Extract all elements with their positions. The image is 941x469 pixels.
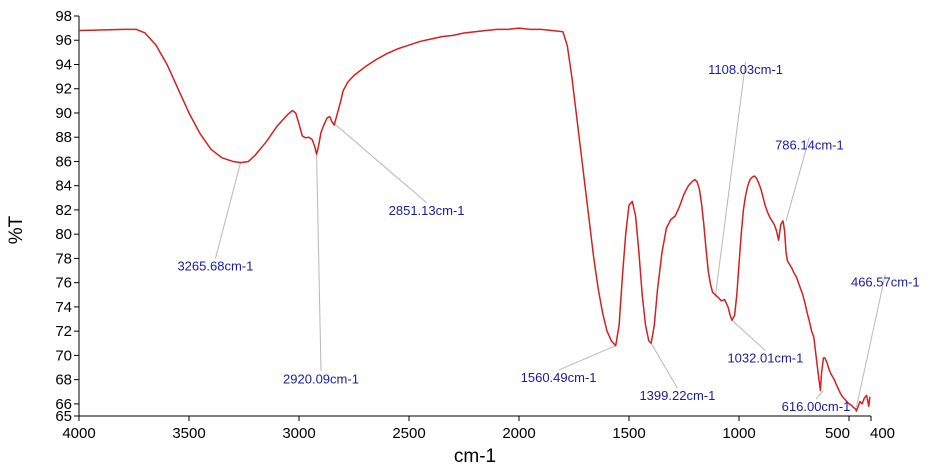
y-tick-label: 88 <box>55 129 72 146</box>
y-tick-label: 74 <box>55 299 72 316</box>
peak-label: 786.14cm-1 <box>775 137 844 152</box>
y-tick-label: 84 <box>55 178 72 195</box>
y-tick-label: 70 <box>55 347 72 364</box>
peak-label: 3265.68cm-1 <box>177 259 253 274</box>
y-tick-label: 92 <box>55 81 72 98</box>
peak-label: 2920.09cm-1 <box>283 371 359 386</box>
x-tick-label: 400 <box>870 425 895 442</box>
annotation-leader <box>214 162 242 259</box>
x-tick-label: 1000 <box>722 425 755 442</box>
x-tick-label: 3500 <box>172 425 205 442</box>
annotation-leader <box>331 121 427 204</box>
y-tick-label: 96 <box>55 32 72 49</box>
annotation-leader <box>558 345 616 371</box>
annotation-leader <box>316 154 322 372</box>
y-tick-label: 78 <box>55 250 72 267</box>
y-tick-label: 82 <box>55 202 72 219</box>
peak-label: 1032.01cm-1 <box>727 351 803 366</box>
peak-label: 2851.13cm-1 <box>389 203 465 218</box>
peak-label: 1399.22cm-1 <box>639 388 715 403</box>
y-tick-label: 76 <box>55 275 72 292</box>
y-tick-label: 90 <box>55 105 72 122</box>
y-tick-label: 94 <box>55 56 72 73</box>
x-axis-title: cm-1 <box>454 446 496 467</box>
peak-annotations: 3265.68cm-1 2920.09cm-1 2851.13cm-1 1560.49… <box>177 62 919 414</box>
y-tick-label: 72 <box>55 323 72 340</box>
y-tick-label: 66 <box>55 396 72 413</box>
annotation-leader <box>650 343 678 389</box>
annotation-leader <box>815 390 824 400</box>
y-tick-label: 68 <box>55 372 72 389</box>
peak-label: 466.57cm-1 <box>851 274 920 289</box>
peak-label: 616.00cm-1 <box>782 399 851 414</box>
x-tick-label: 4000 <box>62 425 95 442</box>
annotation-leaders <box>214 62 886 408</box>
annotation-leader <box>785 137 810 221</box>
spectrum-line <box>78 27 871 412</box>
y-axis-title: %T <box>6 215 27 244</box>
spectrum-series <box>78 27 871 412</box>
annotation-leader <box>714 62 747 298</box>
x-tick-label: 2000 <box>502 425 535 442</box>
annotation-leader <box>731 319 766 352</box>
x-tick-label: 2500 <box>392 425 425 442</box>
y-tick-label: 80 <box>55 226 72 243</box>
y-tick-label: 86 <box>55 153 72 170</box>
x-tick-label: 500 <box>825 425 850 442</box>
x-tick-label: 3000 <box>282 425 315 442</box>
annotation-leader <box>855 274 886 408</box>
y-tick-label: 98 <box>55 8 72 25</box>
peak-label: 1560.49cm-1 <box>521 370 597 385</box>
y-tick-label: 65 <box>55 408 72 425</box>
peak-label: 1108.03cm-1 <box>708 62 783 77</box>
x-tick-label: 1500 <box>612 425 645 442</box>
